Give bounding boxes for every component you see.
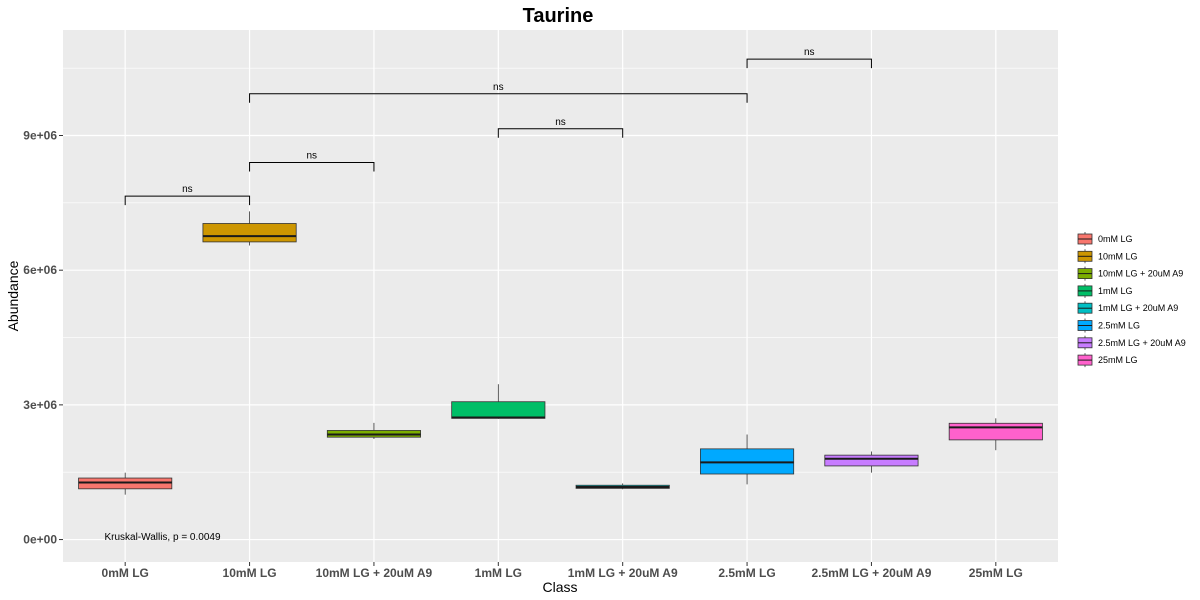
- legend-item: 10mM LG: [1077, 249, 1138, 264]
- box-body: [824, 454, 919, 467]
- legend-label: 1mM LG: [1098, 286, 1133, 296]
- legend-label: 1mM LG + 20uM A9: [1098, 303, 1178, 313]
- comparison-label: ns: [493, 82, 504, 93]
- x-tick-label: 1mM LG: [475, 566, 522, 580]
- y-axis-ticks: 0e+00 3e+06 6e+06 9e+06: [23, 129, 63, 547]
- x-tick-label: 25mM LG: [969, 566, 1023, 580]
- legend-item: 1mM LG + 20uM A9: [1077, 301, 1178, 316]
- legend-item: 10mM LG + 20uM A9: [1077, 266, 1183, 281]
- box-2-5mm-lg-20um-a9: [824, 451, 919, 473]
- comparison-bracket: [249, 161, 375, 172]
- x-axis-title: Class: [542, 579, 577, 595]
- x-tick-label: 1mM LG + 20uM A9: [568, 566, 678, 580]
- legend-item: 2.5mM LG: [1077, 318, 1140, 333]
- y-tick-label: 9e+06: [23, 129, 57, 143]
- box-body: [948, 422, 1043, 441]
- y-tick-label: 6e+06: [23, 263, 57, 277]
- y-tick-label: 3e+06: [23, 398, 57, 412]
- legend-label: 10mM LG: [1098, 251, 1138, 261]
- box-1mm-lg: [451, 384, 546, 419]
- box-body: [202, 223, 297, 243]
- x-tick-label: 2.5mM LG: [718, 566, 775, 580]
- legend-label: 2.5mM LG: [1098, 321, 1140, 331]
- legend-label: 25mM LG: [1098, 355, 1138, 365]
- x-axis-ticks: 0mM LG 10mM LG 10mM LG + 20uM A9 1mM LG 1mM …: [102, 562, 1023, 580]
- comparison-label: ns: [804, 47, 815, 58]
- legend-label: 10mM LG + 20uM A9: [1098, 269, 1183, 279]
- legend-item: 2.5mM LG + 20uM A9: [1077, 335, 1186, 350]
- comparison-bracket: [124, 195, 251, 206]
- test-annotation: Kruskal-Wallis, p = 0.0049: [104, 532, 221, 543]
- legend-item: 0mM LG: [1077, 232, 1133, 246]
- box-body: [451, 401, 546, 419]
- box-2-5mm-lg: [700, 434, 795, 485]
- y-axis-title: Abundance: [5, 260, 21, 331]
- legend-label: 0mM LG: [1098, 234, 1133, 244]
- y-tick-label: 0e+00: [23, 533, 57, 547]
- comparison-bracket: [249, 93, 748, 103]
- legend-label: 2.5mM LG + 20uM A9: [1098, 338, 1186, 348]
- significance-brackets: ns ns ns ns ns: [124, 47, 872, 206]
- comparison-label: ns: [306, 150, 317, 161]
- comparison-bracket: [497, 128, 624, 138]
- box-series: [78, 211, 1043, 495]
- x-tick-label: 2.5mM LG + 20uM A9: [811, 566, 931, 580]
- box-25mm-lg: [948, 418, 1043, 451]
- box-10mm-lg: [202, 211, 297, 246]
- x-tick-label: 10mM LG: [223, 566, 277, 580]
- comparison-label: ns: [555, 117, 566, 128]
- legend: 0mM LG 10mM LG 10mM LG + 20uM A9 1mM LG 1mM …: [1077, 232, 1186, 368]
- x-tick-label: 10mM LG + 20uM A9: [316, 566, 433, 580]
- legend-item: 25mM LG: [1077, 353, 1138, 368]
- comparison-label: ns: [182, 184, 193, 195]
- box-1mm-lg-20um-a9: [575, 483, 670, 490]
- legend-item: 1mM LG: [1077, 283, 1133, 298]
- comparison-bracket: [746, 58, 872, 69]
- box-0mm-lg: [78, 472, 173, 495]
- x-tick-label: 0mM LG: [102, 566, 149, 580]
- box-10mm-lg-20um-a9: [326, 422, 421, 439]
- chart-title: Taurine: [523, 5, 594, 27]
- plot-panel: [63, 30, 1058, 562]
